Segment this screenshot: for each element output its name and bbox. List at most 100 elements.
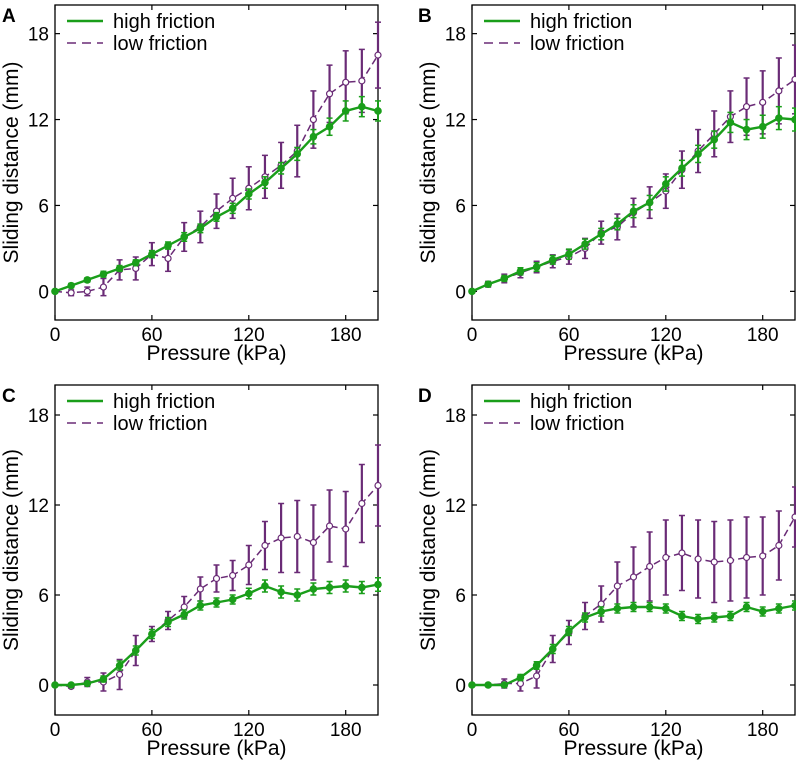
data-point [500,274,509,283]
data-point [742,125,751,134]
data-point [645,198,654,207]
data-point [726,556,735,565]
data-point [99,283,108,291]
series-line [472,516,796,686]
data-point [148,250,156,258]
data-point [613,604,622,613]
data-point [148,630,156,638]
data-point [678,549,686,557]
data-point [759,98,767,106]
x-tick-label: 180 [747,325,779,346]
data-point [565,627,573,635]
data-point [67,681,75,689]
data-point [678,164,686,173]
x-tick-label: 180 [747,720,779,741]
data-point [791,75,796,84]
x-tick-label: 120 [650,325,682,346]
data-point [164,241,172,250]
data-point [229,571,237,580]
x-tick-label: 0 [467,720,478,741]
data-point [261,541,269,550]
data-point [277,164,285,173]
data-point [694,150,702,158]
panel-letter: D [418,386,432,407]
data-point [325,522,334,530]
data-point [212,574,221,583]
x-tick-label: 60 [558,720,579,741]
data-point [597,600,605,608]
data-point [629,603,638,611]
data-point [325,122,334,131]
data-point [261,582,269,590]
y-axis-title: Sliding distance (mm) [417,449,440,651]
data-point [245,190,253,198]
data-point [83,287,91,295]
legend-label-high: high friction [530,391,632,413]
legend-label-high: high friction [113,11,215,33]
plot-frame [471,384,796,716]
data-point [661,180,670,188]
series-line [472,604,796,687]
x-tick-label: 120 [233,720,265,741]
data-point [358,499,366,508]
data-point [229,194,237,202]
data-point [775,541,783,550]
series-high-friction [468,600,796,689]
data-point [293,591,302,599]
y-tick-label: 0 [455,282,466,303]
legend-label-low: low friction [113,413,207,435]
x-tick-label: 180 [330,720,362,741]
y-tick-label: 18 [28,406,49,427]
data-point [468,287,476,296]
data-point [67,281,75,290]
data-point [180,603,188,611]
data-point [500,681,509,689]
data-point [694,555,702,563]
data-point [710,135,719,144]
data-point [759,552,767,560]
x-tick-label: 0 [50,720,61,741]
x-tick-label: 120 [233,325,265,346]
data-point [791,601,796,610]
y-tick-label: 6 [455,586,466,607]
x-tick-label: 60 [558,325,579,346]
data-point [131,258,140,267]
y-tick-label: 6 [455,196,466,217]
y-tick-label: 18 [445,406,466,427]
plot-frame [54,384,379,716]
data-point [597,607,606,616]
data-point [742,603,751,611]
data-point [67,289,75,297]
data-point [325,583,334,592]
y-tick-label: 0 [455,676,466,697]
y-tick-label: 18 [445,25,466,46]
panel-b: B 0 60 120 180 0 6 12 18 Pressure (kPa) Sliding di… [417,4,796,365]
panel-letter: A [2,6,16,27]
data-point [309,132,318,141]
data-point [228,204,237,213]
data-point [468,681,476,689]
data-point [51,287,59,296]
data-point [245,561,253,569]
x-axis-title: Pressure (kPa) [146,342,286,365]
plot-frame [54,4,379,321]
x-axis-title: Pressure (kPa) [146,737,286,760]
data-point [597,230,606,238]
data-point [309,115,317,124]
data-point [164,618,172,626]
panel-letter: B [418,6,432,27]
y-tick-label: 12 [445,111,466,132]
series-line [54,54,379,294]
data-point [342,525,350,533]
data-point [51,681,59,689]
data-point [374,107,382,115]
x-tick-label: 60 [141,325,162,346]
data-point [342,78,350,86]
y-tick-label: 12 [445,496,466,517]
x-axis-title: Pressure (kPa) [563,342,703,365]
data-point [196,601,205,610]
y-axis-title: Sliding distance (mm) [0,62,23,264]
panel-a: A 0 60 120 180 0 6 12 18 Pressure (kPa) Sliding di… [0,4,382,365]
data-point [742,103,751,111]
data-point [791,513,796,521]
